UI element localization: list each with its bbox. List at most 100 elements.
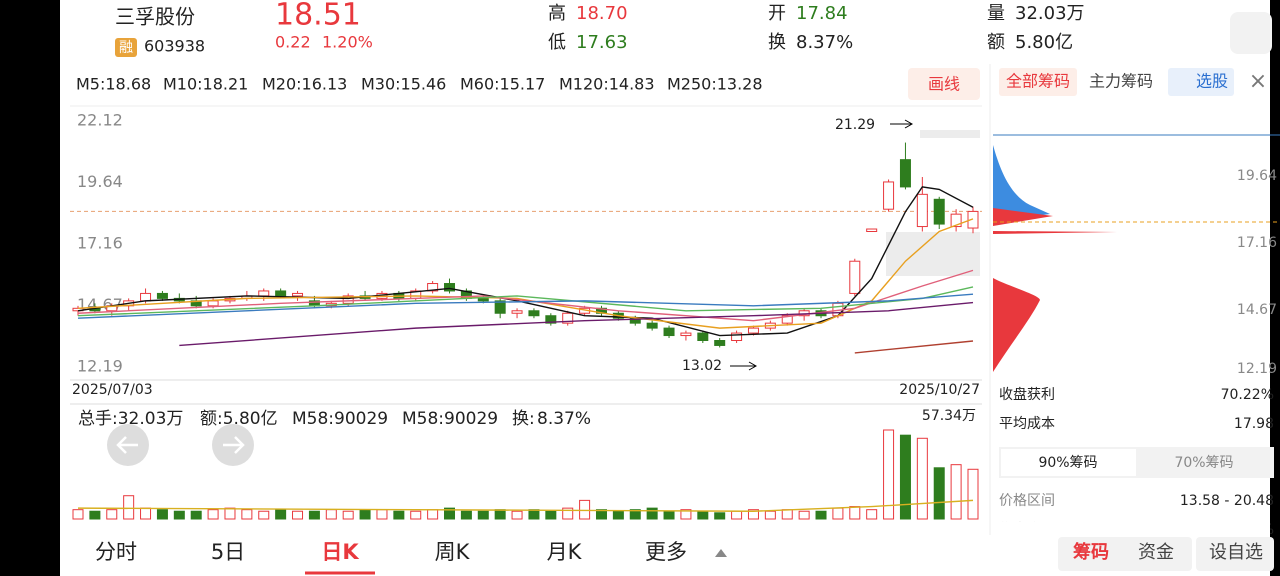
candle-body (714, 340, 726, 346)
candle-body (916, 193, 928, 228)
change-pct: 1.20% (322, 33, 373, 52)
bottom-button[interactable]: 设自选 (1209, 542, 1263, 563)
quote-value: 32.03万 (1015, 3, 1085, 24)
ma-legend: M120:14.83 (559, 75, 655, 94)
low-annotation: 13.02 (682, 358, 722, 374)
period-tab[interactable]: 5日 (211, 540, 245, 564)
tag: 融 (119, 40, 133, 56)
candle-body (849, 260, 861, 294)
period-tab[interactable]: 分时 (95, 540, 137, 564)
volume-bar (207, 509, 219, 520)
volume-ma (77, 499, 974, 512)
volume-bar (410, 510, 422, 520)
chip-tab[interactable]: 全部筹码 (1006, 72, 1070, 91)
volume-bar (292, 510, 304, 520)
candle-body (292, 292, 304, 297)
volume-bar (393, 510, 405, 520)
period-tab[interactable]: 月K (547, 540, 583, 564)
chip-y-label: 19.64 (1237, 168, 1277, 184)
volume-bar (190, 510, 202, 520)
menu-button[interactable] (1230, 12, 1272, 54)
range-tab-selected[interactable] (1001, 449, 1136, 476)
candle-body (866, 228, 878, 232)
candle-body (967, 210, 979, 229)
volume-legend: 8.37% (537, 409, 591, 429)
stat-value: 70.22% (1221, 387, 1274, 403)
volume-bar (832, 507, 844, 520)
row-key: 价格区间 (999, 493, 1055, 509)
close[interactable]: × (1249, 69, 1267, 94)
quote-key: 额 (987, 32, 1005, 53)
chip-tab-bg[interactable] (1168, 68, 1234, 96)
stat-key: 收盘获利 (999, 386, 1055, 403)
chip-tab-bg[interactable] (999, 68, 1077, 96)
candle-body (781, 315, 793, 324)
candle-body (562, 312, 574, 324)
volume-bar (866, 509, 878, 520)
volume-legend: M58:90029 (402, 409, 498, 429)
volume-bar (477, 510, 489, 520)
volume-bar (545, 510, 557, 520)
candle-body (427, 283, 439, 292)
period-tab[interactable]: 日K (321, 540, 359, 564)
bottom-button[interactable]: 资金 (1138, 542, 1174, 563)
chip-tab[interactable]: 选股 (1196, 72, 1228, 91)
quote-value: 18.70 (576, 3, 628, 24)
volume-bar (308, 510, 320, 520)
candle-body (646, 322, 658, 329)
volume-bar (123, 495, 135, 520)
volume-bar (663, 510, 675, 520)
candle-body (140, 292, 152, 302)
chip-y-label: 12.19 (1237, 361, 1277, 377)
volume-bar (916, 437, 928, 520)
price: 18.51 (275, 0, 361, 33)
button[interactable] (1196, 537, 1274, 571)
volume-bar (444, 507, 456, 520)
button-group (1058, 537, 1192, 571)
volume-bar (72, 509, 84, 520)
ma-line (77, 293, 974, 319)
volume-bar (595, 509, 607, 520)
volume-bar (579, 499, 591, 520)
quote-key: 量 (987, 3, 1005, 24)
chip-tab[interactable]: 主力筹码 (1089, 72, 1153, 91)
highlight (886, 232, 980, 276)
volume-bar (731, 510, 743, 520)
volume-bar (106, 509, 118, 520)
range-tab[interactable]: 70%筹码 (1174, 454, 1233, 471)
code: 603938 (144, 37, 205, 56)
quote-key: 高 (548, 3, 566, 24)
arrow-head (748, 361, 758, 371)
volume-bar (764, 510, 776, 520)
range-tab[interactable]: 90%筹码 (1038, 454, 1097, 471)
volume-bar (342, 510, 354, 520)
candle-body (511, 310, 523, 314)
volume-bar (899, 434, 911, 520)
arrow-head (904, 119, 914, 129)
volume-bar (89, 510, 101, 520)
candle-body (663, 327, 675, 337)
period-tab[interactable]: 周K (435, 540, 471, 564)
volume-bar (241, 509, 253, 520)
y-tick-label: 22.12 (77, 111, 123, 130)
x-label: 2025/10/27 (899, 382, 980, 398)
candle-body (933, 198, 945, 225)
bottom-button[interactable]: 筹码 (1073, 541, 1109, 563)
ma-legend: M20:16.13 (262, 75, 347, 94)
chip-loss (993, 208, 1117, 372)
volume-bar (612, 510, 624, 520)
volume-bar (849, 506, 861, 520)
change: 0.22 (275, 33, 311, 52)
period-tab[interactable]: 更多 (645, 540, 687, 564)
stock-name: 三孚股份 (115, 5, 195, 29)
draw-button[interactable] (908, 68, 980, 100)
candle-body (275, 290, 287, 297)
volume-bar (680, 509, 692, 520)
volume-bar (359, 509, 371, 520)
y-tick-label: 12.19 (77, 357, 123, 376)
next-icon (223, 436, 245, 454)
volume-bar (950, 464, 962, 520)
volume-bar (275, 509, 287, 520)
volume-bar (967, 468, 979, 520)
